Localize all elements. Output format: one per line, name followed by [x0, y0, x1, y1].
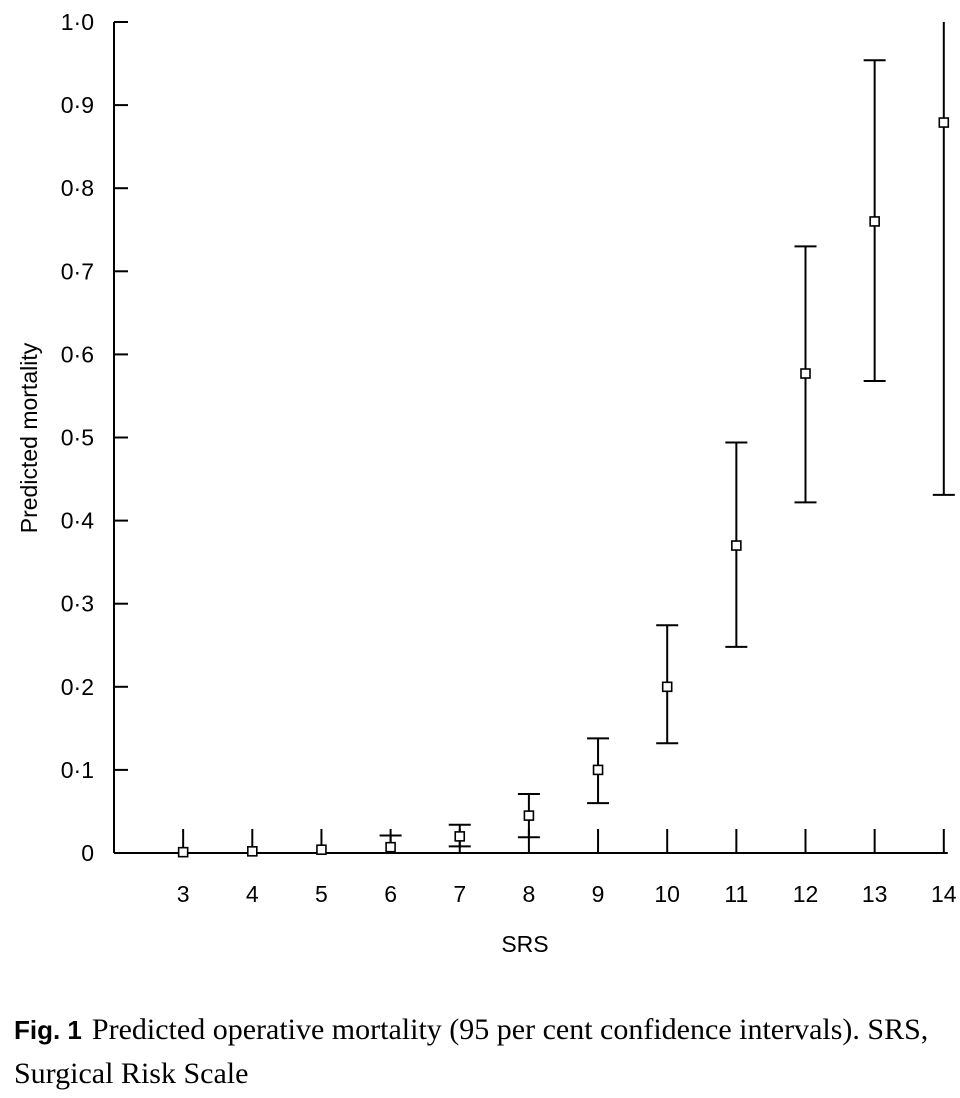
data-point: [661, 681, 673, 693]
x-tick-label: 14: [931, 881, 957, 907]
data-point: [177, 846, 189, 858]
figure-caption-text: Predicted operative mortality (95 per ce…: [14, 1013, 929, 1090]
y-tick-label: 0·2: [61, 674, 94, 700]
chart: 0 0·1 0·2 0·3 0·4 0·5 0·6 0·7 0·8 0·9 1·0 3 4 5 6 7 8 9 10…: [16, 9, 957, 957]
figure-caption-label: Fig. 1: [14, 1015, 82, 1045]
x-tick-label: 7: [453, 881, 466, 907]
data-point: [938, 117, 950, 128]
data-point: [247, 846, 258, 857]
y-tick-label: 0·3: [61, 591, 94, 617]
data-point: [869, 216, 880, 227]
x-tick-label: 13: [862, 881, 888, 907]
y-tick-label: 0·4: [61, 508, 94, 534]
x-tick-label: 9: [592, 881, 605, 907]
x-axis-label: SRS: [501, 931, 548, 957]
figure-caption: Fig. 1 Predicted operative mortality (95 …: [14, 1008, 944, 1096]
data-point: [316, 844, 327, 855]
x-tick-label: 10: [654, 881, 680, 907]
data-point: [592, 764, 604, 776]
y-tick-label: 0·9: [61, 92, 94, 118]
y-tick-label: 0·5: [61, 425, 94, 451]
x-tick-label: 8: [523, 881, 536, 907]
data-point: [385, 841, 396, 853]
data-point: [731, 540, 742, 551]
y-tick-label: 0·7: [61, 258, 94, 284]
tick-labels: 0 0·1 0·2 0·3 0·4 0·5 0·6 0·7 0·8 0·9 1·0 3 4 5 6 7 8 9 10…: [61, 9, 957, 907]
data-point: [523, 810, 535, 821]
y-tick-label: 0·8: [61, 175, 94, 201]
y-tick-label: 0·6: [61, 341, 94, 367]
y-tick-label: 0·1: [61, 757, 94, 783]
data-point: [800, 368, 811, 379]
data-point: [454, 831, 466, 842]
x-tick-label: 11: [724, 881, 748, 907]
x-tick-label: 12: [793, 881, 819, 907]
y-axis-label: Predicted mortality: [16, 342, 42, 533]
x-tick-label: 6: [384, 881, 397, 907]
error-bars: [379, 22, 955, 848]
x-tick-label: 5: [315, 881, 328, 907]
y-tick-label: 0: [81, 840, 94, 866]
x-tick-label: 4: [246, 881, 259, 907]
x-tick-label: 3: [177, 881, 190, 907]
axes: [113, 21, 948, 854]
y-tick-label: 1·0: [61, 9, 94, 35]
data-points: [177, 117, 950, 858]
